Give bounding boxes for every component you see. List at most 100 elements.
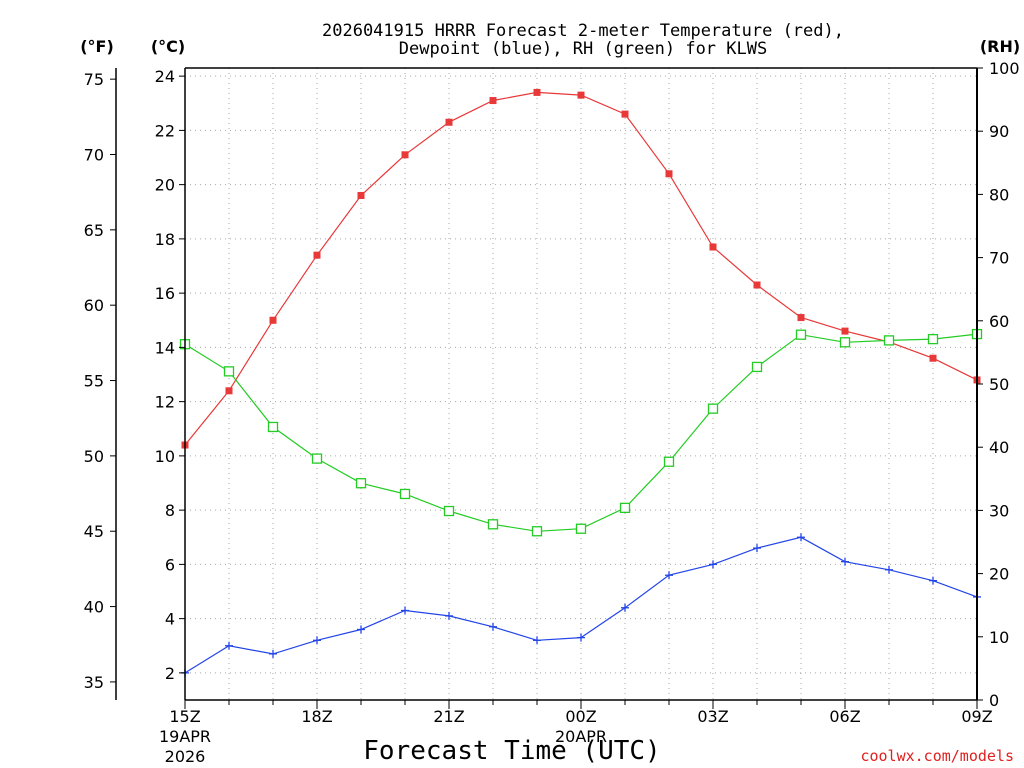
temperature-point — [313, 251, 321, 259]
rh-point — [927, 333, 939, 345]
fahrenheit-tick-label: 45 — [84, 522, 104, 541]
dewpoint-point — [533, 636, 541, 645]
dewpoint-point — [577, 633, 585, 642]
time-tick-label: 03Z — [697, 707, 728, 726]
celsius-tick-label: 4 — [165, 610, 175, 629]
x-axis-title: Forecast Time (UTC) — [363, 736, 660, 766]
rh-tick-label: 70 — [989, 249, 1009, 268]
fahrenheit-tick-label: 40 — [84, 598, 104, 617]
time-tick-label: 21Z — [433, 707, 464, 726]
rh-point — [839, 337, 851, 348]
celsius-tick-label: 12 — [155, 393, 175, 412]
axes: 3540455055606570752468101214161820222401… — [84, 59, 1020, 766]
rh-point — [487, 519, 499, 530]
fahrenheit-tick-label: 55 — [84, 372, 104, 391]
series-layer — [179, 88, 983, 677]
temperature-point — [357, 191, 365, 199]
rh-point — [707, 403, 719, 414]
dewpoint-point — [445, 611, 453, 620]
celsius-tick-label: 24 — [155, 67, 175, 86]
temperature-point — [753, 281, 761, 289]
fahrenheit-tick-label: 50 — [84, 447, 104, 466]
rh-tick-label: 60 — [989, 312, 1009, 331]
celsius-tick-label: 22 — [155, 121, 175, 140]
rh-tick-label: 10 — [989, 628, 1009, 647]
dewpoint-line — [184, 536, 978, 674]
time-tick-date: 19APR — [159, 727, 211, 746]
celsius-tick-label: 20 — [155, 176, 175, 195]
rh-point — [663, 456, 675, 467]
celsius-tick-label: 6 — [165, 555, 175, 574]
rh-tick-label: 40 — [989, 438, 1009, 457]
celsius-unit-label: (°C) — [151, 37, 185, 56]
temperature-point — [665, 170, 673, 178]
rh-point — [443, 505, 455, 517]
temperature-point — [401, 151, 409, 159]
temperature-point — [797, 314, 805, 322]
time-tick-label: 15Z — [169, 707, 200, 726]
temperature-point — [489, 97, 497, 105]
time-tick-year: 2026 — [165, 747, 206, 766]
fahrenheit-unit-label: (°F) — [80, 37, 114, 56]
fahrenheit-tick-label: 60 — [84, 296, 104, 315]
temperature-point — [445, 118, 453, 126]
temperature-point — [269, 316, 277, 324]
rh-tick-label: 0 — [989, 691, 999, 710]
time-tick-label: 06Z — [829, 707, 860, 726]
chart-title-line2: Dewpoint (blue), RH (green) for KLWS — [399, 39, 767, 59]
rh-point — [355, 478, 367, 489]
temperature-point — [577, 91, 585, 99]
rh-point — [751, 361, 763, 373]
dewpoint-point — [313, 636, 321, 645]
dewpoint-point — [753, 544, 761, 553]
rh-point — [575, 523, 587, 534]
rh-tick-label: 100 — [989, 59, 1020, 78]
dewpoint-point — [401, 606, 409, 615]
fahrenheit-tick-label: 35 — [84, 673, 104, 692]
time-tick-label: 18Z — [301, 707, 332, 726]
celsius-tick-label: 16 — [155, 284, 175, 303]
celsius-tick-label: 14 — [155, 338, 175, 357]
rh-tick-label: 50 — [989, 375, 1009, 394]
rh-tick-label: 30 — [989, 501, 1009, 520]
credit-text: coolwx.com/models — [860, 747, 1014, 765]
rh-point — [795, 329, 807, 340]
dewpoint-point — [621, 603, 629, 612]
rh-point — [531, 526, 543, 537]
fahrenheit-tick-label: 70 — [84, 145, 104, 164]
dewpoint-point — [357, 625, 365, 634]
temperature-point — [929, 354, 937, 362]
rh-point — [619, 502, 631, 514]
rh-point — [311, 453, 323, 464]
dewpoint-point — [665, 571, 673, 580]
rh-point — [223, 366, 235, 377]
temperature-point — [533, 88, 541, 96]
time-tick-date: 20APR — [555, 727, 607, 746]
chart-title-line1: 2026041915 HRRR Forecast 2-meter Tempera… — [322, 21, 844, 41]
temperature-point — [225, 387, 233, 395]
grid — [185, 68, 977, 700]
celsius-tick-label: 18 — [155, 230, 175, 249]
celsius-tick-label: 10 — [155, 447, 175, 466]
fahrenheit-tick-label: 65 — [84, 221, 104, 240]
dewpoint-point — [269, 649, 277, 658]
dewpoint-point — [885, 565, 893, 574]
dewpoint-point — [797, 533, 805, 542]
dewpoint-point — [841, 557, 849, 566]
rh-point — [399, 488, 411, 500]
temperature-point — [621, 110, 629, 118]
dewpoint-point — [709, 560, 717, 569]
dewpoint-point — [225, 641, 233, 650]
rh-tick-label: 80 — [989, 185, 1009, 204]
rh-tick-label: 20 — [989, 565, 1009, 584]
rh-point — [883, 335, 895, 346]
dewpoint-point — [489, 622, 497, 631]
temperature-point — [709, 243, 717, 251]
rh-point — [267, 421, 279, 433]
rh-tick-label: 90 — [989, 122, 1009, 141]
rh-unit-label: (RH) — [980, 37, 1020, 56]
celsius-tick-label: 2 — [165, 664, 175, 683]
celsius-tick-label: 8 — [165, 501, 175, 520]
fahrenheit-tick-label: 75 — [84, 70, 104, 89]
dewpoint-point — [929, 576, 937, 585]
